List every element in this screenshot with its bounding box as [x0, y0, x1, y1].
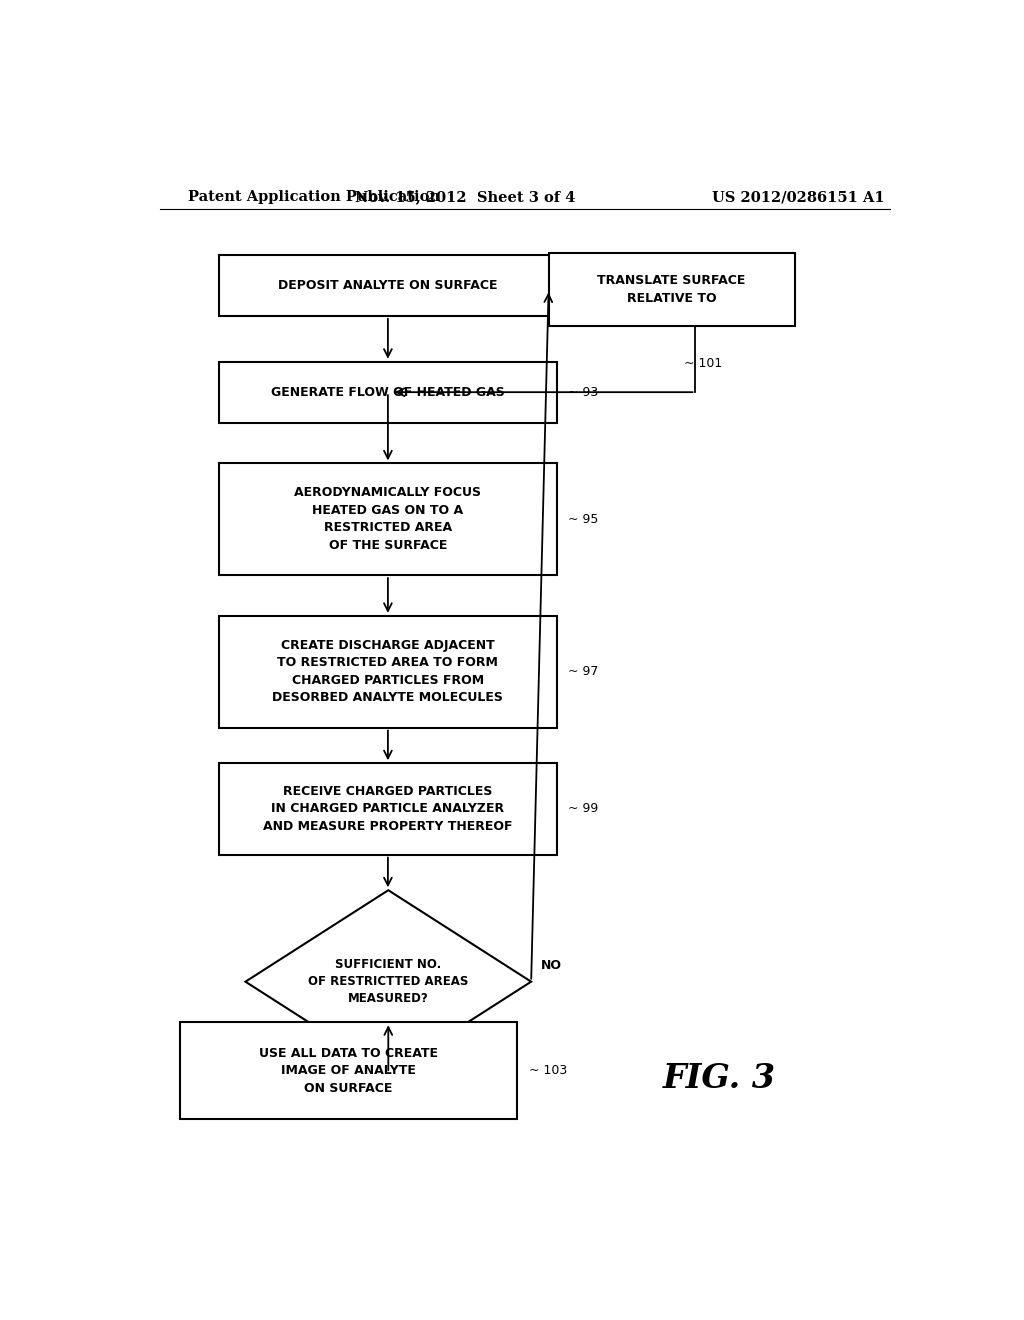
Text: AERODYNAMICALLY FOCUS
HEATED GAS ON TO A
RESTRICTED AREA
OF THE SURFACE: AERODYNAMICALLY FOCUS HEATED GAS ON TO A… — [295, 487, 481, 552]
Text: TRANSLATE SURFACE
RELATIVE TO: TRANSLATE SURFACE RELATIVE TO — [597, 275, 745, 305]
Text: CREATE DISCHARGE ADJACENT
TO RESTRICTED AREA TO FORM
CHARGED PARTICLES FROM
DESO: CREATE DISCHARGE ADJACENT TO RESTRICTED … — [272, 639, 504, 705]
Bar — [219, 463, 557, 576]
Text: YES: YES — [357, 1089, 384, 1101]
Bar — [219, 763, 557, 854]
Text: Patent Application Publication: Patent Application Publication — [187, 190, 439, 205]
Bar — [549, 253, 795, 326]
Text: SUFFICIENT NO.
OF RESTRICTTED AREAS
MEASURED?: SUFFICIENT NO. OF RESTRICTTED AREAS MEAS… — [308, 958, 469, 1006]
Text: US 2012/0286151 A1: US 2012/0286151 A1 — [713, 190, 885, 205]
Text: ~ 91: ~ 91 — [568, 279, 599, 292]
Text: ~ 103: ~ 103 — [528, 1064, 567, 1077]
Text: ~ 99: ~ 99 — [568, 803, 599, 816]
Text: ~ 95: ~ 95 — [568, 512, 599, 525]
Text: GENERATE FLOW OF HEATED GAS: GENERATE FLOW OF HEATED GAS — [271, 385, 505, 399]
Text: FIG. 3: FIG. 3 — [663, 1061, 776, 1094]
Text: USE ALL DATA TO CREATE
IMAGE OF ANALYTE
ON SURFACE: USE ALL DATA TO CREATE IMAGE OF ANALYTE … — [259, 1047, 437, 1094]
Text: DEPOSIT ANALYTE ON SURFACE: DEPOSIT ANALYTE ON SURFACE — [279, 279, 498, 292]
Text: Nov. 15, 2012  Sheet 3 of 4: Nov. 15, 2012 Sheet 3 of 4 — [355, 190, 575, 205]
Polygon shape — [246, 890, 531, 1073]
Bar — [219, 362, 557, 422]
Bar — [219, 615, 557, 727]
Bar — [179, 1022, 517, 1119]
Text: ~ 101: ~ 101 — [684, 356, 722, 370]
Bar — [219, 255, 557, 315]
Text: ~ 93: ~ 93 — [568, 385, 599, 399]
Text: NO: NO — [541, 958, 562, 972]
Text: ~ 97: ~ 97 — [568, 665, 599, 678]
Text: RECEIVE CHARGED PARTICLES
IN CHARGED PARTICLE ANALYZER
AND MEASURE PROPERTY THER: RECEIVE CHARGED PARTICLES IN CHARGED PAR… — [263, 785, 513, 833]
